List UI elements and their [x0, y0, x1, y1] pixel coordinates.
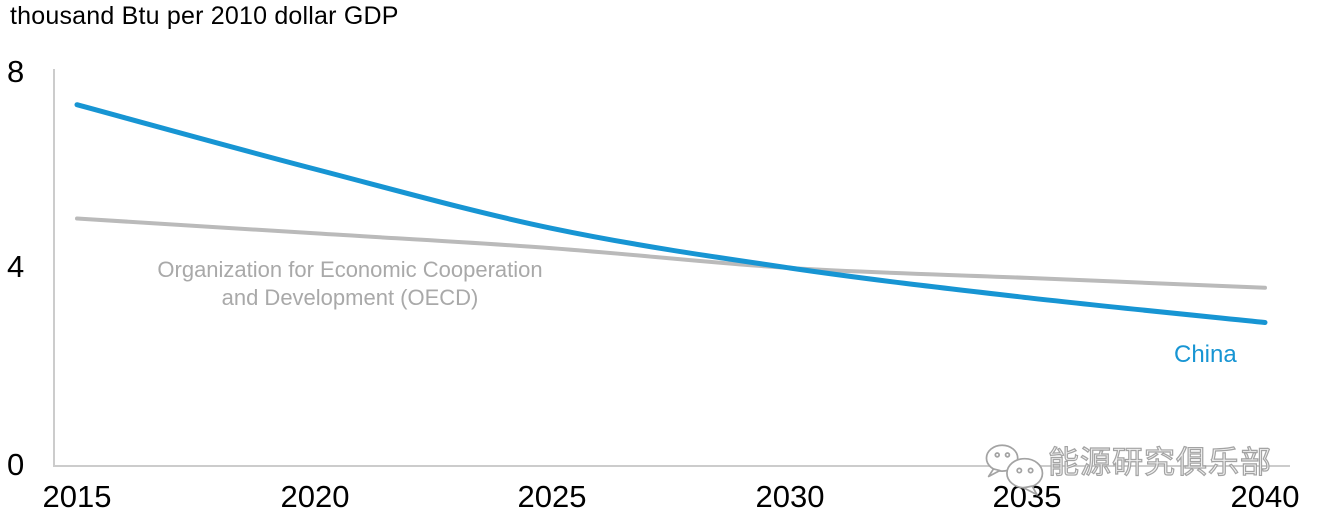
oecd-series-label: Organization for Economic Cooperation an…: [105, 256, 595, 312]
watermark-text: 能源研究俱乐部: [1047, 444, 1272, 480]
chart-title: thousand Btu per 2010 dollar GDP: [10, 2, 399, 30]
x-axis-tick-2030: 2030: [755, 479, 825, 514]
y-axis-line: [53, 69, 55, 467]
series-line-0: [75, 216, 1267, 290]
oecd-series-label-line1: Organization for Economic Cooperation: [157, 257, 543, 282]
series-line-1: [74, 102, 1268, 325]
y-axis-tick-4: 4: [7, 249, 25, 284]
x-axis-tick-2040: 2040: [1230, 479, 1300, 514]
x-axis-tick-2020: 2020: [280, 479, 350, 514]
x-axis-line: [53, 465, 1290, 467]
y-axis-tick-0: 0: [7, 447, 25, 482]
x-axis-tick-2025: 2025: [517, 479, 587, 514]
oecd-series-label-line2: and Development (OECD): [221, 285, 479, 310]
y-axis-tick-8: 8: [7, 54, 25, 89]
watermark: 能源研究俱乐部: [982, 438, 1272, 498]
x-axis-tick-2015: 2015: [42, 479, 112, 514]
china-series-label: China: [1174, 341, 1237, 368]
wechat-icon: [985, 444, 1044, 496]
